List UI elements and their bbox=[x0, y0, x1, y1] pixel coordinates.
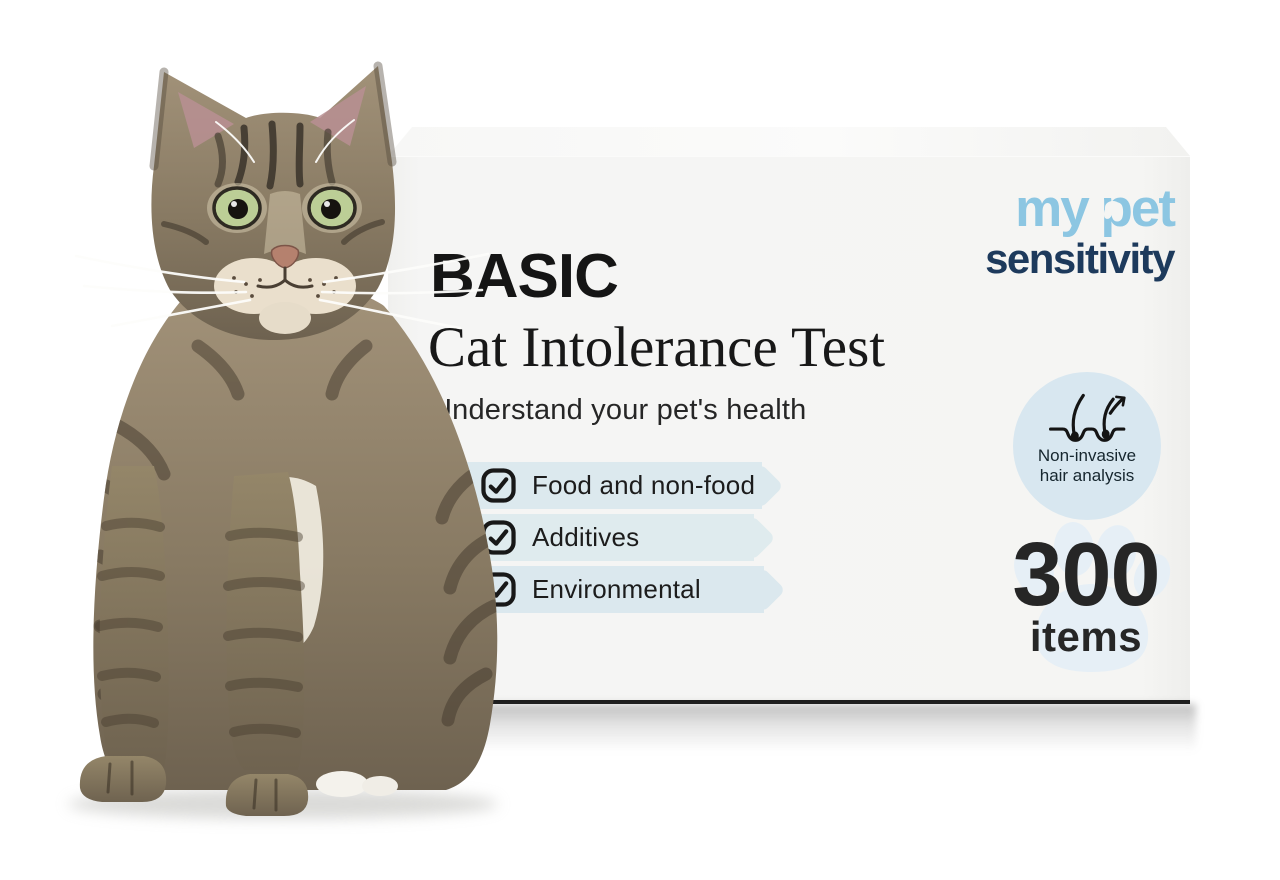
feature-ribbon: Food and non-food bbox=[426, 462, 762, 509]
product-subtitle: Understand your pet's health bbox=[431, 394, 807, 426]
cat-nose bbox=[270, 244, 300, 269]
cat-ear-inner bbox=[310, 86, 366, 146]
badge-line2: hair analysis bbox=[1039, 466, 1135, 486]
item-count-number: 300 bbox=[1012, 525, 1160, 625]
cat-whiskers bbox=[74, 119, 490, 330]
badge-text: Non-invasive hair analysis bbox=[1038, 446, 1136, 487]
box-bottom-edge bbox=[390, 700, 1190, 704]
cat-head bbox=[74, 61, 490, 340]
box-shadow bbox=[382, 704, 1196, 752]
item-count-label: items bbox=[1029, 613, 1143, 660]
brand-name-dark: sensitivity bbox=[985, 235, 1175, 282]
checkmark-icon bbox=[481, 468, 516, 503]
brand-name-light: my pet bbox=[1015, 179, 1176, 238]
paw-print-icon bbox=[1014, 522, 1171, 672]
brand-name-light-text: my pet bbox=[1015, 179, 1176, 238]
feature-label: Environmental bbox=[532, 574, 701, 604]
cat-front-legs bbox=[79, 466, 309, 816]
badge-line1: Non-invasive bbox=[1037, 446, 1137, 465]
cat-eyes bbox=[212, 186, 357, 230]
brand-logo: my pet sensitivity bbox=[948, 179, 1176, 282]
hair-follicle-icon bbox=[1049, 393, 1126, 442]
box-top-face bbox=[388, 127, 1190, 156]
feature-label: Food and non-food bbox=[532, 470, 756, 500]
cat-ear-inner bbox=[178, 92, 234, 148]
product-title: Cat Intolerance Test bbox=[428, 316, 886, 379]
feature-label: Additives bbox=[532, 522, 640, 552]
item-count: 300 items bbox=[986, 530, 1186, 658]
hair-analysis-badge: Non-invasive hair analysis bbox=[1013, 372, 1161, 520]
product-tier: BASIC bbox=[430, 242, 619, 311]
cat-photo bbox=[68, 61, 498, 819]
